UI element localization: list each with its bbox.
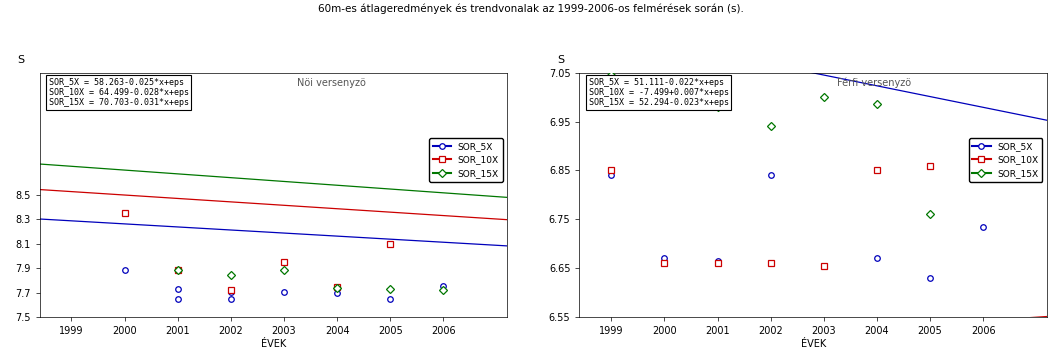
Text: 60m-es átlageredmények és trendvonalak az 1999-2006-os felmérések során (s).: 60m-es átlageredmények és trendvonalak a… (318, 4, 744, 14)
Y-axis label: S: S (17, 55, 24, 65)
Text: SOR_5X = 51.111-0.022*x+eps
SOR_10X = -7.499+0.007*x+eps
SOR_15X = 52.294-0.023*: SOR_5X = 51.111-0.022*x+eps SOR_10X = -7… (588, 78, 729, 107)
Text: Nöi versenyzö: Nöi versenyzö (296, 78, 365, 87)
X-axis label: ÉVEK: ÉVEK (260, 339, 286, 349)
Text: Férfi versenyzö: Férfi versenyzö (837, 78, 911, 88)
X-axis label: ÉVEK: ÉVEK (801, 339, 826, 349)
Y-axis label: S: S (558, 55, 564, 65)
Legend: SOR_5X, SOR_10X, SOR_15X: SOR_5X, SOR_10X, SOR_15X (969, 138, 1043, 182)
Text: SOR_5X = 58.263-0.025*x+eps
SOR_10X = 64.499-0.028*x+eps
SOR_15X = 70.703-0.031*: SOR_5X = 58.263-0.025*x+eps SOR_10X = 64… (49, 78, 189, 107)
Legend: SOR_5X, SOR_10X, SOR_15X: SOR_5X, SOR_10X, SOR_15X (429, 138, 502, 182)
